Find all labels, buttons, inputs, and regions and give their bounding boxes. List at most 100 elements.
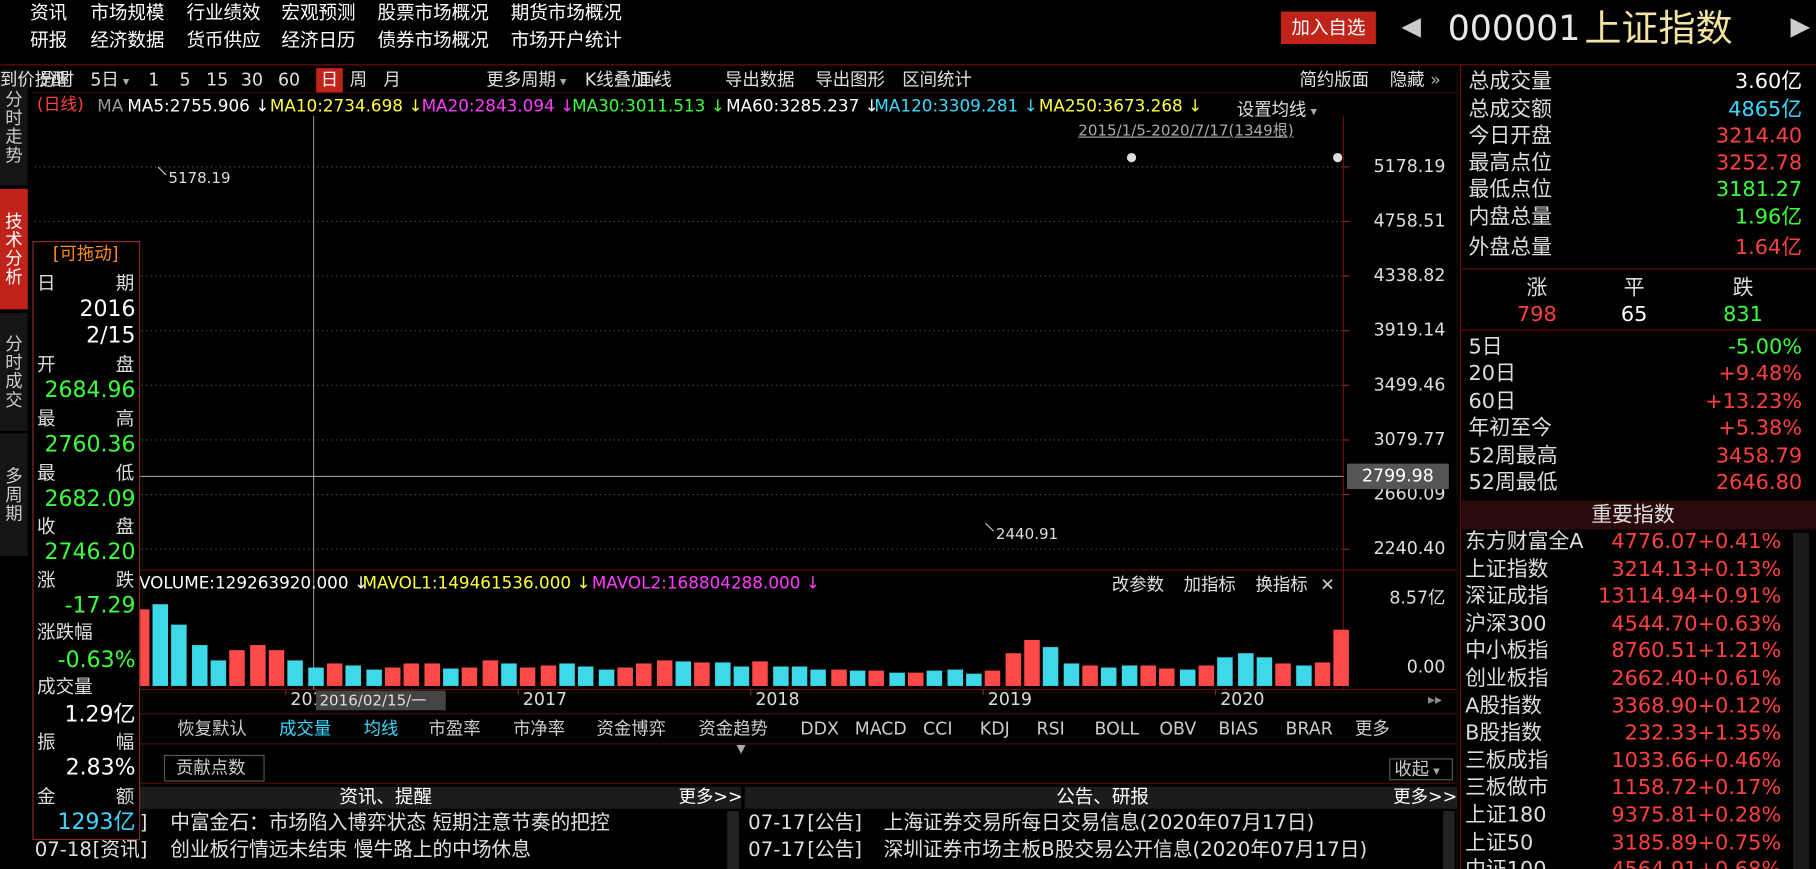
indicator-tab[interactable]: MACD	[854, 718, 907, 739]
index-name[interactable]: 上证180	[1465, 803, 1547, 828]
index-name[interactable]: 三板成指	[1465, 748, 1549, 773]
index-name[interactable]: 中证100	[1465, 859, 1546, 869]
menu-item[interactable]: 期货市场概况	[510, 1, 622, 24]
menu-item[interactable]: 行业绩效	[186, 1, 261, 24]
toolbar-button[interactable]: 区间统计	[902, 69, 972, 91]
menu-item[interactable]: 经济日历	[281, 29, 356, 52]
indicator-tab[interactable]: RSI	[1036, 718, 1065, 739]
index-name[interactable]: 创业板指	[1465, 666, 1549, 691]
index-name[interactable]: B股指数	[1465, 721, 1542, 746]
index-name[interactable]: 东方财富全A	[1465, 529, 1584, 554]
menu-item[interactable]: 债券市场概况	[377, 29, 489, 52]
indicator-tab[interactable]: 均线	[363, 718, 399, 739]
menu-item[interactable]: 货币供应	[186, 29, 261, 52]
volume-bar	[482, 660, 499, 686]
next-arrow[interactable]: ▶	[1790, 12, 1811, 42]
indicator-tab[interactable]: 市盈率	[428, 718, 481, 739]
info-box[interactable]: [可拖动] 日期 2016 2/15 开盘 2684.96 最高 2760.36 最低 2682.…	[32, 241, 141, 841]
toolbar-button[interactable]: K线叠加	[585, 70, 659, 89]
index-value: 2662.40	[1611, 666, 1698, 691]
index-name[interactable]: A股指数	[1465, 693, 1542, 719]
splitter-arrow[interactable]: ▼	[736, 743, 746, 757]
indicator-tab[interactable]: 资金趋势	[698, 718, 768, 739]
y-tick-label: 3919.14	[1374, 321, 1446, 341]
news-title[interactable]: 创业板行情远未结束 慢牛路上的中场休息	[170, 838, 531, 862]
toolbar-button[interactable]: 日	[316, 68, 343, 92]
breadth-label: 涨	[1526, 275, 1548, 301]
indicator-tab[interactable]: OBV	[1159, 718, 1197, 739]
index-name[interactable]: 三板做市	[1465, 775, 1549, 801]
indicator-tab[interactable]: BRAR	[1285, 718, 1333, 739]
toolbar-button[interactable]: 更多周期	[486, 70, 566, 89]
menu-item[interactable]: 宏观预测	[281, 1, 356, 24]
side-tab[interactable]: 多周期	[0, 433, 28, 557]
news-title[interactable]: 上海证券交易所每日交易信息(2020年07月17日)	[883, 811, 1315, 836]
indicator-tab[interactable]: BIAS	[1218, 718, 1259, 739]
info-value: 2760.36	[44, 431, 136, 458]
index-name[interactable]: 上证指数	[1465, 556, 1549, 582]
toolbar-button[interactable]: 到价提醒	[0, 69, 70, 91]
menu-item[interactable]: 市场规模	[90, 1, 165, 24]
menu-item[interactable]: 经济数据	[90, 29, 165, 52]
menu-item[interactable]: 资讯	[30, 1, 68, 24]
volume-bar	[810, 669, 826, 686]
toolbar-button[interactable]: 1	[148, 69, 160, 91]
x-tick-label: 2017	[523, 690, 567, 710]
index-name[interactable]: 上证50	[1465, 830, 1534, 855]
indicator-tab[interactable]: DDX	[800, 718, 839, 739]
toolbar-button[interactable]: 5日	[90, 70, 129, 89]
toolbar-button[interactable]: 60	[277, 69, 301, 91]
indicator-tab[interactable]: 更多	[1355, 718, 1390, 739]
y-tick-label: 0.00	[1407, 657, 1446, 677]
side-tab[interactable]: 分时成交	[0, 312, 28, 432]
indicator-tab[interactable]: BOLL	[1094, 718, 1140, 739]
more-link[interactable]: 更多>>	[1393, 786, 1458, 808]
range-handle[interactable]	[1333, 152, 1343, 163]
toolbar-button[interactable]: 隐藏	[1390, 70, 1441, 89]
toolbar-button[interactable]: 导出图形	[815, 69, 885, 91]
toolbar-button[interactable]: 月	[383, 69, 401, 91]
index-name[interactable]: 深证成指	[1465, 584, 1549, 609]
date-marker-bg	[316, 690, 446, 711]
toolbar-button[interactable]: 画线	[636, 69, 672, 91]
index-value: 4776.07	[1611, 529, 1698, 554]
indicator-tab[interactable]: KDJ	[979, 718, 1010, 739]
sub-tab[interactable]: 贡献点数	[176, 757, 246, 779]
toolbar-button[interactable]: 周	[349, 69, 368, 91]
toolbar-button[interactable]: 导出数据	[725, 69, 795, 91]
menu-item[interactable]: 市场开户统计	[510, 29, 622, 52]
side-tab[interactable]: 技术分析	[0, 188, 28, 310]
news-title[interactable]: 中富金石：市场陷入博弈状态 短期注意节奏的把控	[170, 811, 610, 836]
scroll-arrow[interactable]: ▸▸	[1428, 691, 1442, 708]
indicator-tab[interactable]: 市净率	[513, 718, 566, 739]
toolbar-button[interactable]: 分时	[39, 69, 75, 91]
prev-arrow[interactable]: ◀	[1401, 12, 1421, 42]
index-quote: 2662.40+0.61%	[1611, 666, 1781, 691]
volume-bar	[1082, 665, 1098, 686]
news-title[interactable]: 深圳证券市场主板B股交易公开信息(2020年07月17日)	[883, 838, 1368, 862]
range-handle[interactable]	[1126, 152, 1137, 163]
menu-item[interactable]: 股票市场概况	[377, 1, 489, 24]
close-icon[interactable]: ✕	[1320, 574, 1335, 596]
index-name[interactable]: 中小板指	[1465, 638, 1549, 664]
index-value: 4564.91	[1611, 858, 1697, 869]
toolbar-button[interactable]: 简约版面	[1299, 69, 1369, 91]
ma-settings-button[interactable]: 设置均线	[1237, 101, 1317, 120]
indicator-button[interactable]: 加指标	[1183, 574, 1236, 596]
indicator-tab[interactable]: CCI	[923, 718, 953, 739]
index-name[interactable]: 沪深300	[1465, 611, 1547, 636]
indicator-button[interactable]: 改参数	[1111, 574, 1164, 596]
menu-item[interactable]: 研报	[30, 29, 68, 52]
more-link[interactable]: 更多>>	[678, 786, 743, 808]
indicator-button[interactable]: 换指标	[1255, 574, 1308, 596]
toolbar-button[interactable]: 15	[206, 69, 229, 91]
volume-bar	[384, 667, 401, 686]
side-tab[interactable]: 分时走势	[0, 69, 28, 186]
toolbar-button[interactable]: 30	[240, 69, 264, 91]
toolbar-button[interactable]: 5	[179, 69, 191, 91]
add-watchlist-button[interactable]: 加入自选	[1291, 16, 1366, 39]
indicator-tab[interactable]: 成交量	[279, 718, 332, 739]
collapse-button[interactable]: 收起	[1394, 760, 1439, 779]
indicator-tab[interactable]: 资金博弈	[596, 718, 666, 739]
indicator-tab[interactable]: 恢复默认	[177, 718, 247, 739]
